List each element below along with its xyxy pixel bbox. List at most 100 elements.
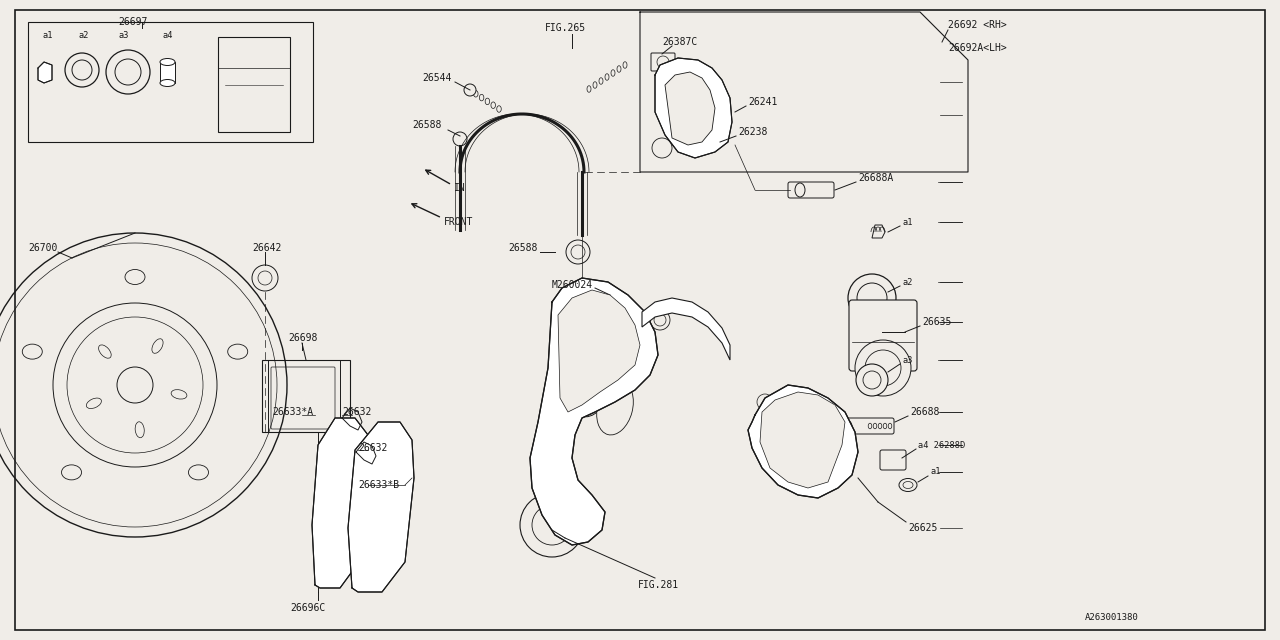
Ellipse shape [701,129,705,135]
Text: 26698: 26698 [288,333,317,343]
Text: 26700: 26700 [28,243,58,253]
Polygon shape [643,298,730,360]
Text: IN: IN [454,183,466,193]
Text: 26588: 26588 [412,120,442,130]
Circle shape [566,303,590,327]
FancyBboxPatch shape [881,450,906,470]
Ellipse shape [160,79,175,86]
Polygon shape [312,418,370,588]
Polygon shape [666,72,716,145]
Ellipse shape [623,61,627,68]
Circle shape [856,364,888,396]
Polygon shape [530,278,658,545]
Ellipse shape [61,465,82,480]
Text: 26633*A: 26633*A [273,407,314,417]
Text: 26625: 26625 [908,523,937,533]
Text: A263001380: A263001380 [1085,614,1139,623]
Text: 26238: 26238 [739,127,768,137]
Ellipse shape [696,133,700,139]
Text: a1: a1 [42,31,52,40]
Ellipse shape [22,344,42,359]
Bar [262,360,349,432]
Ellipse shape [712,121,716,127]
Ellipse shape [172,390,187,399]
Ellipse shape [588,86,591,92]
FancyBboxPatch shape [652,53,675,71]
Circle shape [252,265,278,291]
Bar [28,22,314,142]
Polygon shape [655,58,732,158]
Circle shape [650,310,669,330]
Ellipse shape [640,319,645,326]
Ellipse shape [86,398,101,408]
Text: FIG.265: FIG.265 [545,23,586,33]
Circle shape [603,288,617,302]
Circle shape [815,458,835,478]
Text: a3: a3 [902,355,913,365]
Ellipse shape [902,481,913,488]
Text: a3: a3 [118,31,128,40]
FancyBboxPatch shape [838,418,893,434]
Circle shape [320,494,356,530]
Circle shape [465,84,476,96]
Circle shape [611,325,630,345]
Ellipse shape [568,353,612,417]
Text: 26635: 26635 [922,317,951,327]
Ellipse shape [713,117,723,127]
Ellipse shape [492,102,495,108]
Polygon shape [558,290,640,412]
Ellipse shape [160,58,175,65]
Ellipse shape [686,141,690,147]
Text: a4: a4 [163,31,173,40]
Circle shape [360,497,396,533]
Text: 26692A<LH>: 26692A<LH> [948,43,1007,53]
Ellipse shape [868,423,872,429]
Circle shape [658,80,718,140]
Text: 26387C: 26387C [662,37,698,47]
Polygon shape [38,62,52,83]
Text: a2: a2 [78,31,88,40]
Ellipse shape [873,423,877,429]
Text: 26697: 26697 [118,17,147,27]
Ellipse shape [621,302,626,310]
Text: 26688A: 26688A [858,173,893,183]
Ellipse shape [188,465,209,480]
Circle shape [520,493,584,557]
Ellipse shape [596,381,634,435]
Ellipse shape [611,70,614,76]
Text: 26692 <RH>: 26692 <RH> [948,20,1007,30]
Bar [218,37,291,132]
Text: a2: a2 [902,278,913,287]
Ellipse shape [479,94,484,101]
Ellipse shape [152,339,163,353]
Text: FRONT: FRONT [444,217,474,227]
Ellipse shape [691,137,695,143]
Circle shape [756,394,773,410]
Ellipse shape [899,479,916,492]
Ellipse shape [599,77,603,84]
Text: M260024: M260024 [552,280,593,290]
Text: 26588: 26588 [508,243,538,253]
Circle shape [849,274,896,322]
Ellipse shape [883,423,887,429]
Ellipse shape [485,98,490,105]
Ellipse shape [878,423,882,429]
Circle shape [652,138,672,158]
Text: a1: a1 [931,467,941,477]
Text: 26688: 26688 [910,407,940,417]
Ellipse shape [228,344,248,359]
Circle shape [855,340,911,396]
Ellipse shape [467,87,472,93]
Text: 26696C: 26696C [291,603,325,613]
Text: 26632: 26632 [358,443,388,453]
Text: a4 26288D: a4 26288D [918,440,965,449]
Ellipse shape [136,422,145,438]
Text: FIG.281: FIG.281 [637,580,680,590]
Ellipse shape [627,308,632,315]
Text: 26241: 26241 [748,97,777,107]
Text: 26633*B: 26633*B [358,480,399,490]
Ellipse shape [707,125,710,131]
FancyBboxPatch shape [849,300,916,371]
Polygon shape [348,422,413,592]
Ellipse shape [497,106,502,112]
